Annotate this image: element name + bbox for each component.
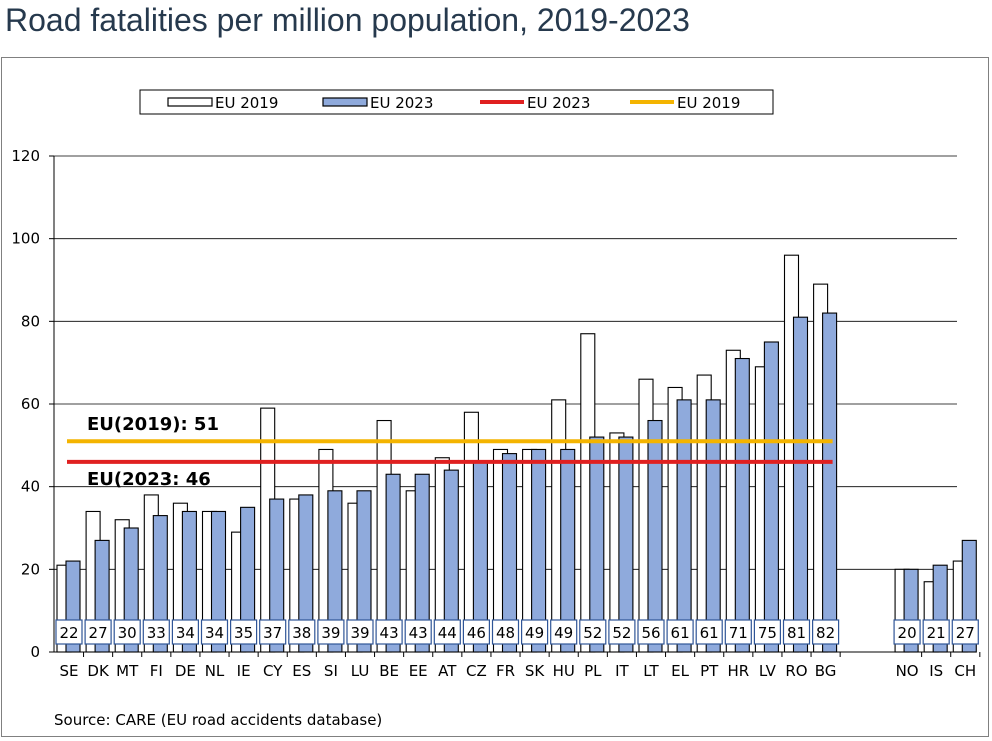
value-label-fr: 48: [496, 624, 515, 642]
x-tick-label-ro: RO: [785, 662, 807, 680]
bar-2023-ro: [794, 317, 808, 652]
x-tick-label-de: DE: [175, 662, 196, 680]
x-tick-label-cz: CZ: [466, 662, 487, 680]
x-tick-label-is: IS: [929, 662, 943, 680]
value-label-cz: 46: [467, 624, 486, 642]
x-tick-label-pl: PL: [584, 662, 602, 680]
legend-label-eu2023-bar: EU 2023: [370, 94, 433, 112]
x-tick-label-ee: EE: [409, 662, 428, 680]
x-tick-label-si: SI: [324, 662, 338, 680]
value-label-lu: 39: [350, 624, 369, 642]
source-note: Source: CARE (EU road accidents database…: [54, 711, 382, 729]
bar-2023-hr: [735, 359, 749, 652]
legend-label-eu2019-bar: EU 2019: [215, 94, 278, 112]
value-label-hu: 49: [554, 624, 573, 642]
x-tick-label-ch: CH: [954, 662, 976, 680]
value-label-el: 61: [671, 624, 690, 642]
x-tick-label-ie: IE: [237, 662, 251, 680]
value-label-no: 20: [898, 624, 917, 642]
x-tick-label-no: NO: [896, 662, 919, 680]
bar-2023-pt: [706, 400, 720, 652]
y-tick-label: 100: [11, 230, 40, 248]
value-label-lt: 56: [641, 624, 660, 642]
value-label-se: 22: [59, 624, 78, 642]
value-label-es: 38: [292, 624, 311, 642]
x-tick-label-be: BE: [379, 662, 399, 680]
x-tick-label-mt: MT: [116, 662, 139, 680]
x-tick-label-lu: LU: [351, 662, 370, 680]
bar-2023-el: [677, 400, 691, 652]
value-label-ch: 27: [956, 624, 975, 642]
x-tick-label-dk: DK: [87, 662, 110, 680]
x-tick-label-cy: CY: [263, 662, 283, 680]
x-tick-label-at: AT: [438, 662, 457, 680]
value-label-fi: 33: [147, 624, 166, 642]
y-tick-label: 80: [21, 312, 40, 330]
legend: EU 2019 EU 2023 EU 2023 EU 2019: [140, 90, 773, 114]
value-label-pl: 52: [583, 624, 602, 642]
y-tick-label: 0: [30, 643, 40, 661]
x-tick-label-fr: FR: [496, 662, 515, 680]
legend-label-eu2023-line: EU 2023: [527, 94, 590, 112]
value-label-pt: 61: [700, 624, 719, 642]
chart-svg: EU(2019): 51 EU(2023: 46 22 27 30 33 34 34 35 37…: [2, 58, 988, 736]
legend-label-eu2019-line: EU 2019: [677, 94, 740, 112]
y-tick-label: 40: [21, 478, 40, 496]
x-tick-label-fi: FI: [150, 662, 163, 680]
value-label-dk: 27: [89, 624, 108, 642]
legend-swatch-eu2019-bar: [168, 98, 212, 106]
x-tick-label-nl: NL: [205, 662, 225, 680]
value-label-be: 43: [380, 624, 399, 642]
value-label-nl: 34: [205, 624, 224, 642]
value-label-hr: 71: [729, 624, 748, 642]
value-label-at: 44: [438, 624, 457, 642]
page-title: Road fatalities per million population, …: [5, 2, 690, 39]
bar-2023-bg: [823, 313, 837, 652]
x-tick-label-el: EL: [671, 662, 689, 680]
value-label-it: 52: [612, 624, 631, 642]
legend-swatch-eu2023-bar: [323, 98, 367, 106]
x-tick-label-lv: LV: [759, 662, 777, 680]
value-label-de: 34: [176, 624, 195, 642]
x-tick-label-hr: HR: [727, 662, 749, 680]
ref-annotation-eu-2019: EU(2019): 51: [87, 414, 219, 435]
value-label-bg: 82: [816, 624, 835, 642]
x-tick-label-bg: BG: [815, 662, 837, 680]
chart-frame: EU(2019): 51 EU(2023: 46 22 27 30 33 34 34 35 37…: [1, 57, 989, 737]
value-label-ee: 43: [409, 624, 428, 642]
y-tick-label: 60: [21, 395, 40, 413]
x-tick-label-it: IT: [615, 662, 629, 680]
x-tick-label-se: SE: [60, 662, 79, 680]
value-label-ro: 81: [787, 624, 806, 642]
x-tick-label-pt: PT: [700, 662, 719, 680]
value-label-is: 21: [927, 624, 946, 642]
bar-2023-lv: [764, 342, 778, 652]
y-tick-label: 20: [21, 560, 40, 578]
x-tick-label-lt: LT: [643, 662, 659, 680]
x-tick-label-es: ES: [292, 662, 311, 680]
value-label-sk: 49: [525, 624, 544, 642]
value-label-si: 39: [321, 624, 340, 642]
x-tick-label-hu: HU: [553, 662, 575, 680]
value-label-mt: 30: [118, 624, 137, 642]
value-label-ie: 35: [234, 624, 253, 642]
x-tick-label-sk: SK: [525, 662, 546, 680]
y-tick-label: 120: [11, 147, 40, 165]
value-label-lv: 75: [758, 624, 777, 642]
value-label-cy: 37: [263, 624, 282, 642]
ref-annotation-eu-2023: EU(2023: 46: [87, 469, 211, 490]
bar-2023-lt: [648, 421, 662, 652]
